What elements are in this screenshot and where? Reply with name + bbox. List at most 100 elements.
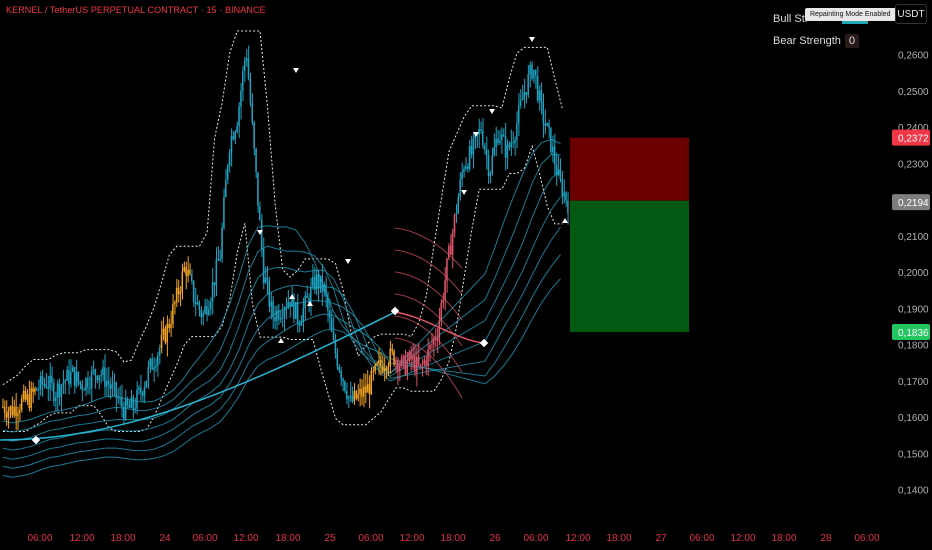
candle-body [514,140,516,144]
candle-body [427,349,429,366]
sell-signal-marker [489,109,495,114]
candle-body [512,142,514,144]
candle-body [223,197,225,228]
candle-body [81,384,83,390]
time-tick-label: 06:00 [27,533,52,544]
candle-body [236,126,238,132]
candle-body [546,123,548,126]
candle-body [20,398,23,411]
down-fan-line [394,249,463,295]
channel-bands [0,30,563,478]
candle-body [234,131,236,140]
candle-body [387,366,390,370]
candle-body [113,382,115,384]
buy-signal-marker [307,301,313,306]
ma-fan-line [2,154,561,433]
candle-body [381,365,384,372]
candle-body [90,370,93,389]
candle-body [34,388,36,392]
price-axis[interactable]: 0,26000,25000,24000,23000,22000,21000,20… [898,51,929,497]
candle-body [508,144,511,148]
candle-body [523,92,526,99]
time-axis[interactable]: 06:00 12:00 18:00 24 06:00 12:00 18:00 25 06:00 1… [27,533,879,544]
candle-body [485,149,488,156]
down-fan-line [394,227,463,269]
candle-body [73,367,76,386]
candle-body [482,130,484,146]
lower-envelope [2,144,563,432]
time-tick-label: 12:00 [69,533,94,544]
price-label-box [892,194,930,211]
candle-body [542,102,545,124]
time-tick-label: 24 [159,533,171,544]
buy-signal-marker [289,294,295,299]
sell-signal-marker [257,230,263,235]
candle-body [397,360,399,372]
candle-body [287,302,289,308]
candle-body [132,397,134,410]
candle-body [36,388,38,391]
candle-body [345,391,348,400]
candle-body [444,280,446,300]
trend-line-bear [394,311,485,344]
candle-body [281,317,284,319]
time-tick-label: 12:00 [565,533,590,544]
candle-body [158,347,161,356]
candle-body [357,393,359,399]
candle-body [550,127,552,153]
candle-body [446,258,448,281]
candle-body [328,310,331,319]
price-tick-label: 0,2600 [898,51,929,62]
candle-body [138,387,140,390]
candle-body [521,98,524,101]
price-tick-label: 0,2400 [898,123,929,134]
price-label-box [892,323,930,340]
candle-body [323,284,325,292]
candle-body [504,136,507,158]
candle-body [43,383,46,385]
time-tick-label: 18:00 [110,533,135,544]
candle-body [192,280,195,303]
candle-body [51,375,53,383]
candle-body [164,328,167,343]
candle-body [56,383,59,398]
candle-body [466,166,469,169]
candle-body [257,172,259,207]
candle-body [156,355,159,366]
time-tick-label: 18:00 [275,533,300,544]
candle-body [527,74,529,95]
candle-body [276,310,278,321]
candle-body [487,155,490,177]
time-tick-label: 06:00 [689,533,714,544]
down-fan-line [394,315,463,373]
candle-body [189,269,191,275]
candle-body [96,375,98,381]
candle-body [217,259,219,261]
candle-body [49,375,51,389]
candle-body [389,348,391,367]
candle-body [517,105,520,124]
candle-body [313,277,316,290]
sell-signal-marker [345,259,351,264]
candle-body [296,302,299,324]
candle-body [336,353,339,367]
ma-fan-line [2,226,561,460]
candle-body [268,281,270,307]
candle-body [173,302,176,305]
trend-change-marker [31,435,41,445]
candle-body [85,378,87,391]
candle-body [179,291,182,295]
candle-body [553,146,556,165]
candle-body [440,302,442,320]
currency-button[interactable]: USDT [895,4,927,24]
candle-body [362,386,365,397]
candle-body [283,309,286,318]
candle-body [449,245,452,255]
candle-body [26,394,29,400]
candle-body [147,367,150,381]
candle-body [232,136,235,140]
candle-body [293,295,295,319]
bear-strength-label: Bear Strength [773,35,841,47]
candle-body [124,399,127,419]
